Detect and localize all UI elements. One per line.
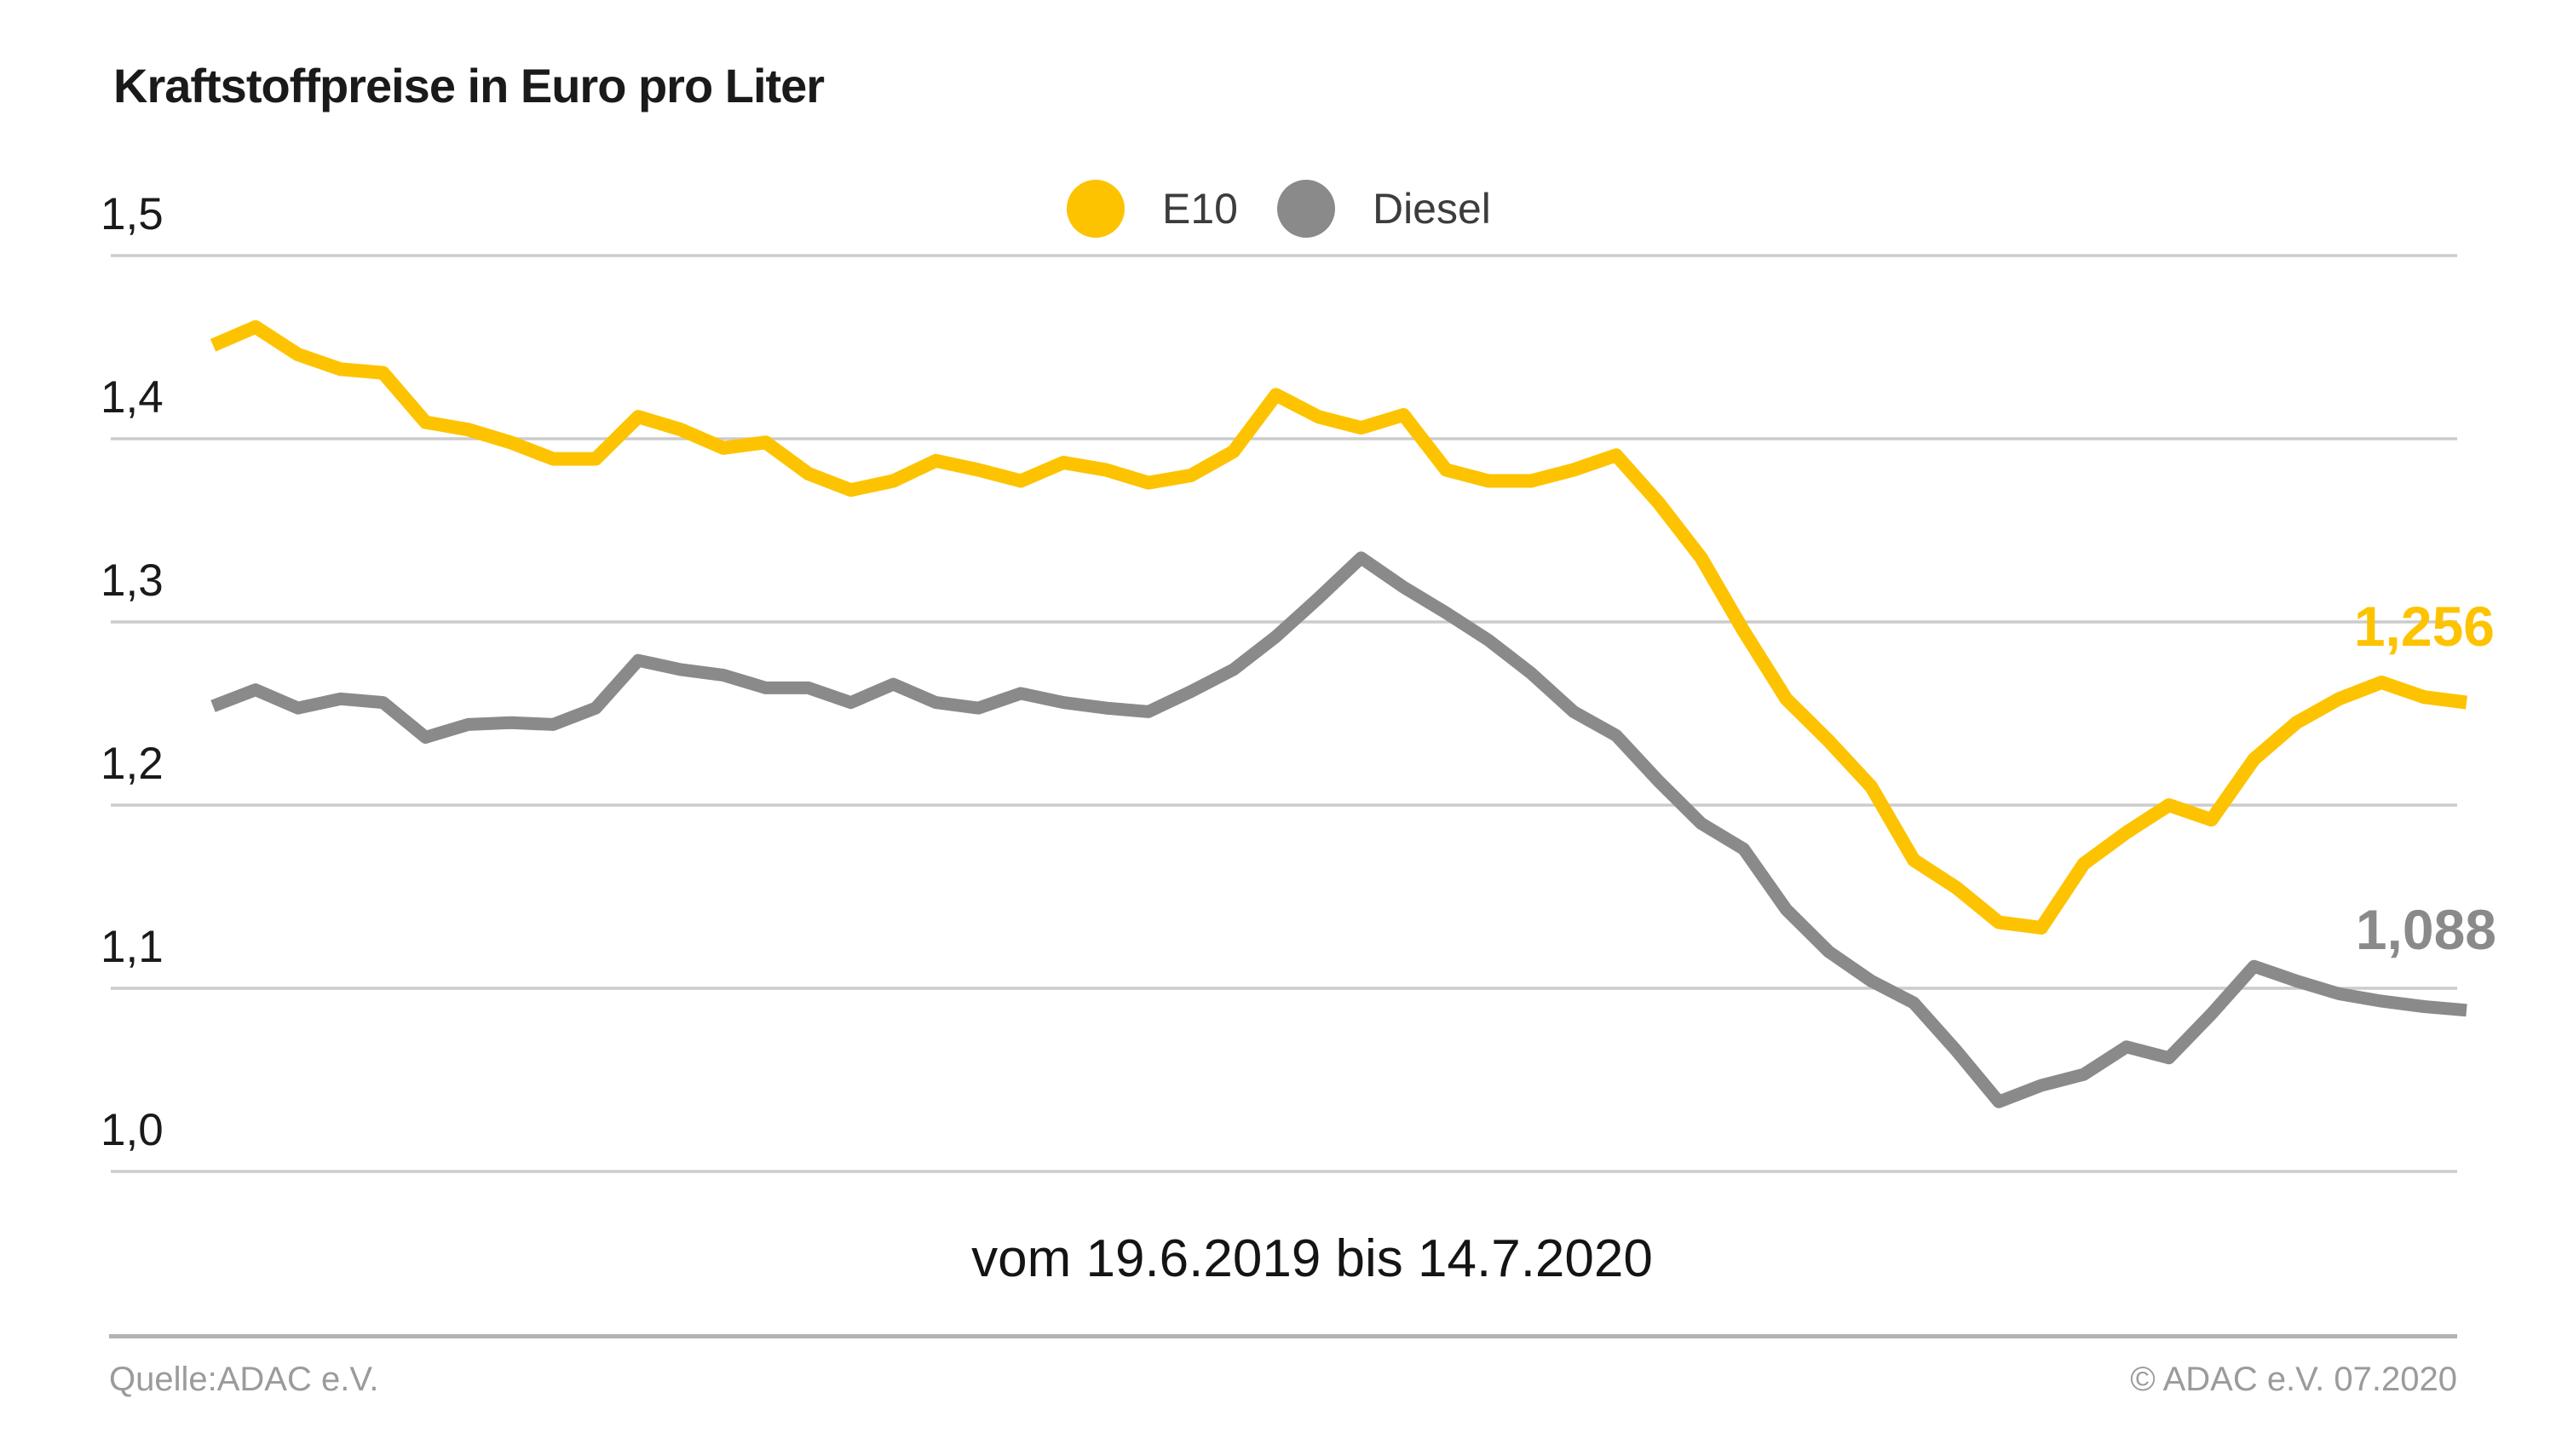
legend-item-diesel: Diesel (1276, 180, 1491, 238)
y-axis-tick-label: 1,4 (101, 372, 164, 423)
footer-source: Quelle:ADAC e.V. (109, 1361, 379, 1398)
e10-line (210, 319, 2468, 935)
y-axis-tick-label: 1,5 (101, 189, 164, 239)
footer-copyright: © ADAC e.V. 07.2020 (2130, 1361, 2457, 1398)
legend-item-e10: E10 (1067, 180, 1238, 238)
legend-label-diesel: Diesel (1372, 185, 1491, 233)
y-axis-tick-label: 1,1 (101, 922, 164, 972)
e10-swatch-icon (1067, 180, 1125, 238)
y-axis-tick-label: 1,3 (101, 555, 164, 606)
legend: E10 Diesel (1067, 180, 1491, 238)
y-axis-tick-label: 1,2 (101, 739, 164, 789)
diesel-swatch-icon (1276, 180, 1335, 238)
legend-label-e10: E10 (1162, 185, 1238, 233)
e10-end-value-label: 1,256 (2353, 595, 2495, 658)
diesel-line (210, 551, 2467, 1108)
x-axis-range-label: vom 19.6.2019 bis 14.7.2020 (971, 1229, 1653, 1288)
y-axis-tick-label: 1,0 (101, 1105, 164, 1155)
footer-separator (109, 1334, 2457, 1338)
chart-title: Kraftstoffpreise in Euro pro Liter (113, 59, 825, 112)
diesel-end-value-label: 1,088 (2355, 898, 2496, 961)
